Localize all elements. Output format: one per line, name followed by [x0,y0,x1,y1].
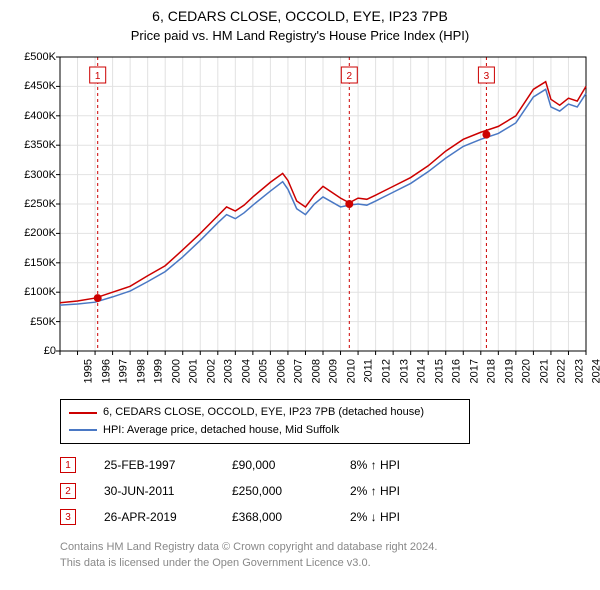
x-tick-label: 2021 [538,359,550,383]
y-tick-label: £300K [24,169,56,181]
x-tick-label: 2014 [416,359,428,383]
marker-date: 25-FEB-1997 [104,458,204,472]
y-tick-label: £100K [24,286,56,298]
y-tick-label: £350K [24,139,56,151]
x-tick-label: 2012 [381,359,393,383]
svg-text:2: 2 [347,71,353,82]
marker-diff: 2% ↑ HPI [350,484,450,498]
x-tick-label: 2015 [433,359,445,383]
y-tick-label: £200K [24,227,56,239]
x-tick-label: 2008 [310,359,322,383]
x-tick-label: 2010 [345,359,357,383]
marker-diff: 2% ↓ HPI [350,510,450,524]
marker-price: £368,000 [232,510,322,524]
y-tick-label: £50K [30,316,56,328]
x-tick-label: 2020 [521,359,533,383]
marker-row: 2 30-JUN-2011 £250,000 2% ↑ HPI [60,478,590,504]
x-tick-label: 2011 [362,359,374,383]
x-tick-label: 2013 [398,359,410,383]
y-tick-label: £450K [24,80,56,92]
chart-svg: 1 2 3 [10,51,590,391]
legend-label: HPI: Average price, detached house, Mid … [103,422,339,440]
y-tick-label: £400K [24,110,56,122]
chart-title: 6, CEDARS CLOSE, OCCOLD, EYE, IP23 7PB [10,8,590,24]
x-tick-label: 2022 [556,359,568,383]
legend-swatch [69,429,97,431]
legend-row: HPI: Average price, detached house, Mid … [69,422,461,440]
svg-text:3: 3 [484,71,490,82]
x-tick-label: 1997 [118,359,130,383]
chart-subtitle: Price paid vs. HM Land Registry's House … [10,28,590,43]
marker-date: 30-JUN-2011 [104,484,204,498]
marker-price: £250,000 [232,484,322,498]
y-tick-label: £250K [24,198,56,210]
x-tick-label: 2006 [275,359,287,383]
marker-diff: 8% ↑ HPI [350,458,450,472]
attribution: Contains HM Land Registry data © Crown c… [60,540,590,571]
x-tick-label: 2018 [486,359,498,383]
legend-row: 6, CEDARS CLOSE, OCCOLD, EYE, IP23 7PB (… [69,404,461,422]
marker-row: 3 26-APR-2019 £368,000 2% ↓ HPI [60,504,590,530]
marker-badge: 1 [60,457,76,473]
x-tick-label: 1995 [82,359,94,383]
x-tick-label: 2019 [503,359,515,383]
legend-label: 6, CEDARS CLOSE, OCCOLD, EYE, IP23 7PB (… [103,404,424,422]
x-tick-label: 2009 [328,359,340,383]
x-tick-label: 2016 [451,359,463,383]
x-tick-label: 2024 [591,359,600,383]
x-tick-label: 2023 [573,359,585,383]
marker-badge: 3 [60,509,76,525]
x-tick-label: 2002 [205,359,217,383]
svg-text:1: 1 [95,71,101,82]
chart-container: 6, CEDARS CLOSE, OCCOLD, EYE, IP23 7PB P… [0,0,600,581]
attribution-line: This data is licensed under the Open Gov… [60,556,590,571]
legend: 6, CEDARS CLOSE, OCCOLD, EYE, IP23 7PB (… [60,399,470,444]
y-tick-label: £0 [44,345,56,357]
x-tick-label: 2005 [258,359,270,383]
x-tick-label: 2017 [468,359,480,383]
x-tick-label: 2001 [188,359,200,383]
x-tick-label: 2004 [240,359,252,383]
marker-price: £90,000 [232,458,322,472]
attribution-line: Contains HM Land Registry data © Crown c… [60,540,590,555]
x-tick-label: 1998 [135,359,147,383]
marker-date: 26-APR-2019 [104,510,204,524]
x-tick-label: 1996 [100,359,112,383]
chart-area: 1 2 3 £0 £50K £100K £150K £200K £250K £300K £350K… [10,51,590,391]
marker-row: 1 25-FEB-1997 £90,000 8% ↑ HPI [60,452,590,478]
marker-table: 1 25-FEB-1997 £90,000 8% ↑ HPI 2 30-JUN-… [60,452,590,530]
x-tick-label: 2003 [223,359,235,383]
x-tick-label: 1999 [153,359,165,383]
legend-swatch [69,412,97,414]
y-tick-label: £500K [24,51,56,63]
y-tick-label: £150K [24,257,56,269]
x-tick-label: 2000 [170,359,182,383]
marker-badge: 2 [60,483,76,499]
x-tick-label: 2007 [293,359,305,383]
titles: 6, CEDARS CLOSE, OCCOLD, EYE, IP23 7PB P… [10,8,590,43]
